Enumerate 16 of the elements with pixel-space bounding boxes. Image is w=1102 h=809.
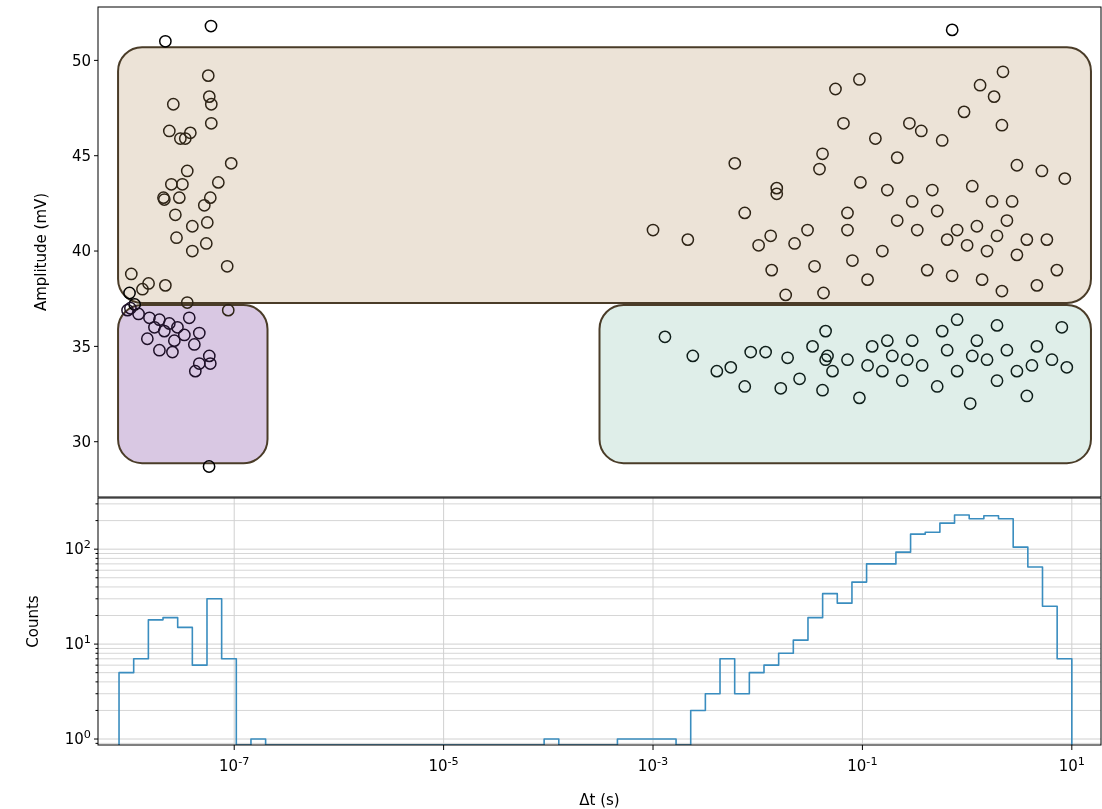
x-tick-label: 10$^{-3}$ xyxy=(637,754,669,775)
y-tick-label: 45 xyxy=(71,146,91,165)
x-tick-label: 10$^{-7}$ xyxy=(219,754,250,775)
y-tick-label: 10$^{0}$ xyxy=(64,727,91,749)
y-tick-label: 10$^{1}$ xyxy=(64,632,91,654)
x-tick-label: 10$^{-1}$ xyxy=(847,754,878,775)
y-tick-label: 35 xyxy=(71,337,91,356)
y-tick-label: 40 xyxy=(71,242,91,261)
y-axis-title: Counts xyxy=(24,595,42,648)
y-tick-label: 50 xyxy=(71,51,91,70)
y-tick-label: 30 xyxy=(71,432,91,451)
y-axis-title: Amplitude (mV) xyxy=(32,192,50,312)
x-tick-label: 10$^{-5}$ xyxy=(428,754,459,775)
y-tick-label: 10$^{2}$ xyxy=(64,537,91,559)
x-axis-title: Δt (s) xyxy=(579,791,620,809)
x-tick-label: 10$^{1}$ xyxy=(1058,754,1085,775)
